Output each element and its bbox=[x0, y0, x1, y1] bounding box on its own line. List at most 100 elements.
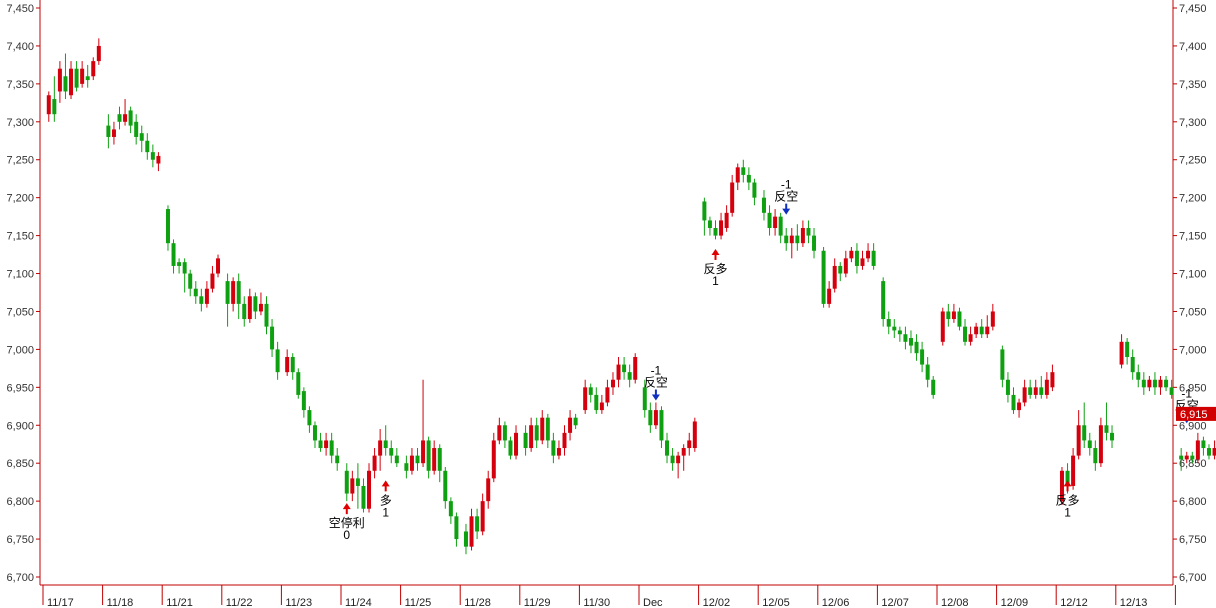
candle-body bbox=[735, 167, 740, 183]
y-tick-label-left: 7,100 bbox=[6, 269, 34, 281]
candle bbox=[117, 106, 122, 130]
candle-body bbox=[832, 265, 837, 289]
candle-body bbox=[594, 394, 599, 411]
candle-body bbox=[562, 432, 567, 449]
candle bbox=[812, 228, 817, 259]
candle-body bbox=[951, 311, 956, 320]
candle bbox=[866, 243, 871, 263]
candle-body bbox=[1065, 470, 1070, 486]
candle bbox=[545, 413, 550, 449]
candle bbox=[301, 387, 306, 418]
candle-body bbox=[242, 303, 247, 320]
candle bbox=[1169, 379, 1174, 399]
candle bbox=[491, 432, 496, 483]
candle bbox=[1147, 375, 1152, 392]
candle bbox=[985, 315, 990, 339]
candle bbox=[128, 106, 133, 134]
candle bbox=[329, 432, 334, 464]
candle-body bbox=[182, 262, 187, 274]
candle bbox=[1184, 451, 1189, 464]
candle bbox=[1050, 364, 1055, 392]
y-tick-label-right: 7,300 bbox=[1179, 117, 1207, 129]
candle bbox=[556, 440, 561, 460]
y-tick-label-left: 6,950 bbox=[6, 382, 34, 394]
candle bbox=[1164, 375, 1169, 392]
candle bbox=[741, 159, 746, 183]
candle bbox=[1206, 444, 1211, 460]
candle bbox=[383, 425, 388, 456]
candle-body bbox=[312, 425, 317, 441]
tick-labels-layer: 6,700 6,700 6,750 6,750 6,800 6,800 6,850 6,850… bbox=[6, 3, 1206, 608]
annotation-text: 1 bbox=[382, 505, 389, 519]
candle-body bbox=[270, 326, 275, 350]
candle bbox=[974, 322, 979, 339]
last-price-badge bbox=[1176, 406, 1216, 421]
candle-body bbox=[534, 425, 539, 441]
candle-body bbox=[367, 470, 372, 509]
candle-body bbox=[1044, 379, 1049, 395]
candle-body bbox=[903, 334, 908, 342]
candle-body bbox=[1125, 341, 1130, 357]
candle-body bbox=[1158, 379, 1163, 388]
candle-body bbox=[812, 235, 817, 251]
candle bbox=[1104, 402, 1109, 441]
candle-body bbox=[404, 463, 409, 471]
candle-body bbox=[258, 303, 263, 312]
candle bbox=[1044, 372, 1049, 399]
candle bbox=[789, 228, 794, 259]
candle bbox=[1082, 402, 1087, 449]
candle bbox=[426, 436, 431, 479]
candle bbox=[951, 303, 956, 323]
annotation-text: -1 bbox=[1181, 386, 1192, 400]
x-tick-label: 11/25 bbox=[405, 597, 432, 608]
y-tick-label-right: 6,700 bbox=[1179, 572, 1207, 584]
candle bbox=[681, 444, 686, 471]
candle bbox=[735, 163, 740, 191]
candle bbox=[806, 220, 811, 244]
candle bbox=[573, 413, 578, 430]
candle bbox=[275, 341, 280, 380]
candle bbox=[665, 432, 670, 464]
candle bbox=[871, 243, 876, 270]
candle bbox=[389, 440, 394, 464]
candle bbox=[85, 64, 90, 88]
candle-body bbox=[707, 220, 712, 229]
candle-body bbox=[443, 470, 448, 502]
x-tick-label: 11/28 bbox=[464, 597, 491, 608]
candle bbox=[800, 220, 805, 247]
x-tick-label: 11/24 bbox=[345, 597, 372, 608]
candle-body bbox=[946, 311, 951, 320]
candle bbox=[642, 379, 647, 418]
candle bbox=[767, 205, 772, 236]
candle bbox=[838, 262, 843, 282]
candle-body bbox=[979, 326, 984, 335]
candle bbox=[534, 417, 539, 449]
candle bbox=[264, 296, 269, 335]
candle bbox=[784, 228, 789, 251]
candle bbox=[648, 402, 653, 433]
candle bbox=[778, 212, 783, 244]
candle bbox=[253, 292, 258, 320]
candle-body bbox=[324, 440, 329, 449]
candle bbox=[1110, 425, 1115, 449]
candle-body bbox=[1110, 432, 1115, 441]
candle-body bbox=[871, 250, 876, 266]
candle-body bbox=[454, 516, 459, 540]
candle bbox=[931, 375, 936, 399]
candle-body bbox=[746, 174, 751, 183]
candle-body bbox=[1028, 387, 1033, 395]
candle-body bbox=[860, 258, 865, 266]
candle-body bbox=[773, 216, 778, 229]
candle bbox=[568, 410, 573, 441]
y-tick-label-right: 7,200 bbox=[1179, 193, 1207, 205]
y-tick-label-left: 7,000 bbox=[6, 344, 34, 356]
candle-body bbox=[767, 212, 772, 229]
candle-body bbox=[383, 440, 388, 449]
candle bbox=[497, 417, 502, 445]
candle bbox=[746, 167, 751, 191]
candle bbox=[367, 463, 372, 513]
candle bbox=[475, 508, 480, 540]
candle-body bbox=[784, 235, 789, 244]
candle bbox=[1059, 466, 1064, 505]
candle bbox=[312, 421, 317, 449]
